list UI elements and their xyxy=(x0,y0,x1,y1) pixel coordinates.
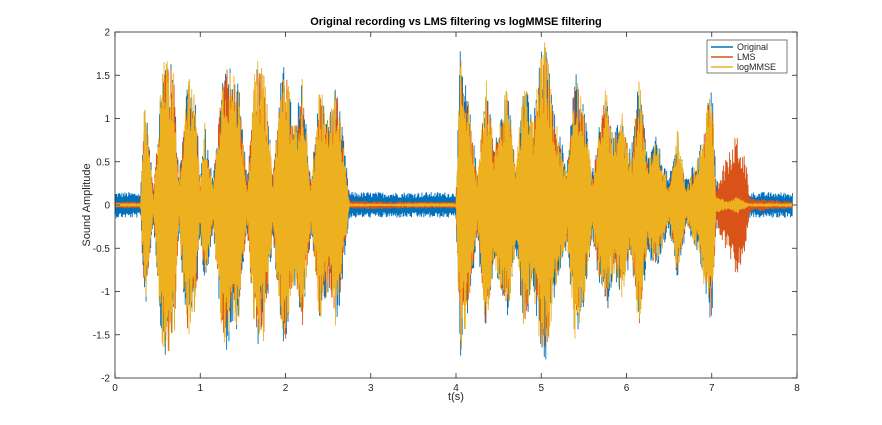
chart-title: Original recording vs LMS filtering vs l… xyxy=(310,16,602,28)
y-tick-label: -1 xyxy=(101,287,110,298)
y-tick-label: -1.5 xyxy=(93,330,111,341)
y-tick-label: 2 xyxy=(104,28,110,39)
legend-label: LMS xyxy=(737,52,756,62)
y-tick-label: 1 xyxy=(104,114,110,125)
y-tick-label: 0 xyxy=(104,201,110,212)
series-logmmse-waveform xyxy=(114,42,793,352)
y-tick-label: -0.5 xyxy=(93,244,111,255)
x-tick-label: 6 xyxy=(624,383,630,394)
y-tick-label: -2 xyxy=(101,374,110,385)
series-line xyxy=(114,42,793,352)
y-tick-label: 0.5 xyxy=(96,157,110,168)
legend-label: Original xyxy=(737,42,768,52)
x-tick-label: 4 xyxy=(453,383,459,394)
x-tick-label: 8 xyxy=(794,383,800,394)
y-axis-label: Sound Amplitude xyxy=(81,163,93,246)
x-tick-label: 2 xyxy=(283,383,289,394)
plot-area xyxy=(114,42,793,360)
y-tick-label: 1.5 xyxy=(96,71,110,82)
x-axis-label: t(s) xyxy=(448,391,464,403)
x-tick-label: 0 xyxy=(112,383,118,394)
x-tick-label: 5 xyxy=(538,383,544,394)
x-tick-label: 3 xyxy=(368,383,374,394)
axis-ticks: 0 1 2 3 4 5 6 7 8 -2 -1.5 -1 -0.5 0 0.5 1 1.5 2 xyxy=(93,28,800,395)
x-tick-label: 7 xyxy=(709,383,715,394)
legend-label: logMMSE xyxy=(737,62,776,72)
x-tick-label: 1 xyxy=(197,383,203,394)
